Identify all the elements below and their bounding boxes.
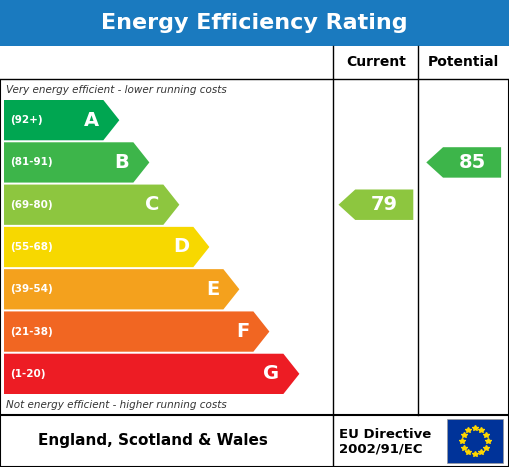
Text: (39-54): (39-54): [10, 284, 53, 294]
Text: G: G: [263, 364, 279, 383]
Text: C: C: [145, 195, 159, 214]
Polygon shape: [4, 311, 269, 352]
Text: (81-91): (81-91): [10, 157, 52, 168]
Bar: [0, 46, 509, 79]
Polygon shape: [4, 354, 299, 394]
Text: Energy Efficiency Rating: Energy Efficiency Rating: [101, 13, 408, 33]
Text: EU Directive: EU Directive: [340, 429, 432, 441]
Text: (1-20): (1-20): [10, 369, 45, 379]
Polygon shape: [4, 142, 149, 183]
Polygon shape: [338, 190, 413, 220]
Bar: [0, 0, 509, 46]
Text: Current: Current: [346, 56, 406, 70]
Polygon shape: [4, 227, 209, 267]
Text: 2002/91/EC: 2002/91/EC: [340, 443, 423, 455]
Text: 85: 85: [459, 153, 486, 172]
Text: 79: 79: [371, 195, 398, 214]
Text: A: A: [84, 111, 99, 130]
Text: F: F: [236, 322, 249, 341]
Polygon shape: [4, 269, 239, 310]
Polygon shape: [4, 184, 179, 225]
Polygon shape: [4, 100, 119, 140]
Text: (21-38): (21-38): [10, 326, 53, 337]
Text: (55-68): (55-68): [10, 242, 53, 252]
Bar: [447, 419, 503, 463]
Text: England, Scotland & Wales: England, Scotland & Wales: [38, 433, 268, 448]
Text: D: D: [173, 238, 189, 256]
Text: Potential: Potential: [428, 56, 499, 70]
Text: Not energy efficient - higher running costs: Not energy efficient - higher running co…: [6, 400, 227, 410]
Text: E: E: [206, 280, 219, 299]
Text: (92+): (92+): [10, 115, 43, 125]
Text: Very energy efficient - lower running costs: Very energy efficient - lower running co…: [6, 85, 227, 95]
Text: B: B: [115, 153, 129, 172]
Polygon shape: [427, 147, 501, 177]
Text: (69-80): (69-80): [10, 200, 52, 210]
